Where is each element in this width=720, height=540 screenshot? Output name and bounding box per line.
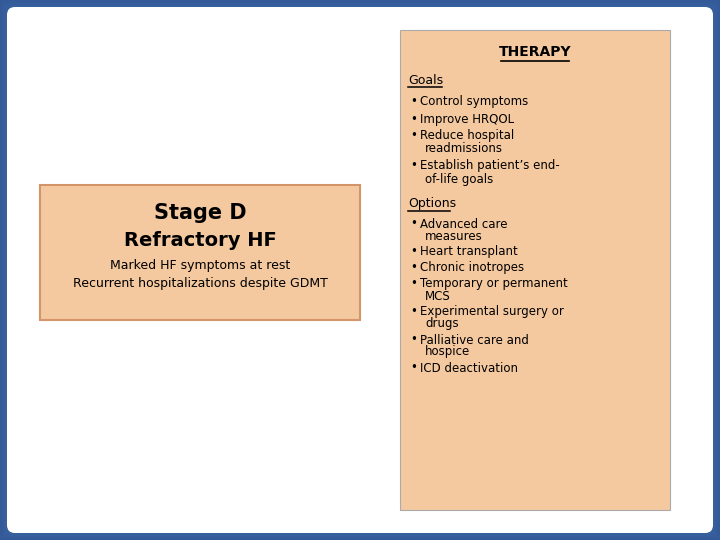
Text: •: • xyxy=(410,159,417,172)
Text: •: • xyxy=(410,334,417,347)
Text: drugs: drugs xyxy=(425,318,459,330)
Text: •: • xyxy=(410,278,417,291)
Bar xyxy=(40,185,360,320)
Text: Goals: Goals xyxy=(408,73,443,86)
Text: hospice: hospice xyxy=(425,346,470,359)
Text: Control symptoms: Control symptoms xyxy=(420,96,528,109)
Text: ICD deactivation: ICD deactivation xyxy=(420,361,518,375)
Bar xyxy=(42,42,678,498)
Text: •: • xyxy=(410,218,417,231)
Bar xyxy=(36,36,684,504)
FancyBboxPatch shape xyxy=(7,7,713,533)
Bar xyxy=(400,30,670,510)
Text: Options: Options xyxy=(408,198,456,211)
Bar xyxy=(40,40,680,500)
Bar xyxy=(52,52,668,488)
Text: Temporary or permanent: Temporary or permanent xyxy=(420,278,568,291)
Text: measures: measures xyxy=(425,230,482,242)
Text: Marked HF symptoms at rest: Marked HF symptoms at rest xyxy=(110,259,290,272)
Bar xyxy=(46,46,674,494)
Bar xyxy=(38,38,682,502)
Text: •: • xyxy=(410,361,417,375)
Bar xyxy=(48,48,672,492)
Text: THERAPY: THERAPY xyxy=(499,45,571,59)
Text: Chronic inotropes: Chronic inotropes xyxy=(420,261,524,274)
Bar xyxy=(44,44,676,496)
Text: •: • xyxy=(410,306,417,319)
Text: MCS: MCS xyxy=(425,289,451,302)
Text: •: • xyxy=(410,112,417,125)
Text: Advanced care: Advanced care xyxy=(420,218,508,231)
Bar xyxy=(54,54,666,486)
Text: Recurrent hospitalizations despite GDMT: Recurrent hospitalizations despite GDMT xyxy=(73,276,328,289)
Text: Refractory HF: Refractory HF xyxy=(124,231,276,249)
Bar xyxy=(32,32,688,508)
Text: Establish patient’s end-: Establish patient’s end- xyxy=(420,159,559,172)
Text: Experimental surgery or: Experimental surgery or xyxy=(420,306,564,319)
Text: Reduce hospital: Reduce hospital xyxy=(420,130,514,143)
Text: Improve HRQOL: Improve HRQOL xyxy=(420,112,514,125)
Text: •: • xyxy=(410,261,417,274)
Text: Heart transplant: Heart transplant xyxy=(420,246,518,259)
Bar xyxy=(28,28,692,512)
Text: •: • xyxy=(410,130,417,143)
Text: readmissions: readmissions xyxy=(425,143,503,156)
Text: Palliative care and: Palliative care and xyxy=(420,334,529,347)
Text: Stage D: Stage D xyxy=(153,203,246,223)
Text: •: • xyxy=(410,246,417,259)
Bar xyxy=(58,58,662,482)
Text: •: • xyxy=(410,96,417,109)
Text: of-life goals: of-life goals xyxy=(425,172,493,186)
Bar xyxy=(30,30,690,510)
Bar xyxy=(50,50,670,490)
Bar xyxy=(34,34,686,506)
Bar xyxy=(56,56,664,484)
